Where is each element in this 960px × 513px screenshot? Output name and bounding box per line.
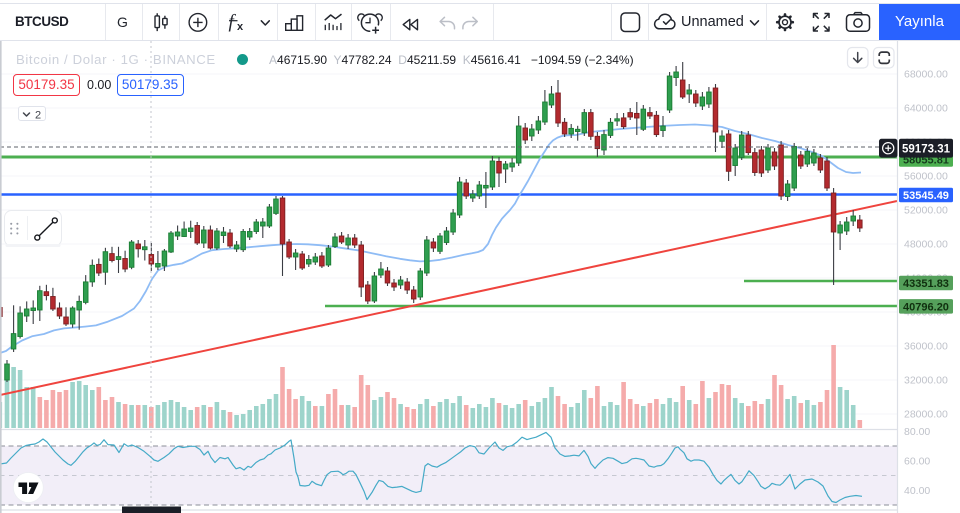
svg-text:40796.20: 40796.20 xyxy=(903,301,949,313)
svg-text:32000.00: 32000.00 xyxy=(904,375,948,387)
svg-text:48000.00: 48000.00 xyxy=(904,239,948,251)
svg-text:64000.00: 64000.00 xyxy=(904,103,948,115)
svg-text:f: f xyxy=(229,12,237,33)
svg-text:53545.49: 53545.49 xyxy=(903,190,949,202)
svg-text:80.00: 80.00 xyxy=(904,426,930,438)
svg-text:x: x xyxy=(237,21,244,33)
svg-text:36000.00: 36000.00 xyxy=(904,341,948,353)
svg-text:56000.00: 56000.00 xyxy=(904,171,948,183)
svg-text:68000.00: 68000.00 xyxy=(904,69,948,81)
svg-text:40.00: 40.00 xyxy=(904,485,930,497)
svg-text:43351.83: 43351.83 xyxy=(903,278,949,290)
svg-text:59173.31: 59173.31 xyxy=(902,144,951,156)
svg-text:52000.00: 52000.00 xyxy=(904,205,948,217)
svg-text:60.00: 60.00 xyxy=(904,456,930,468)
svg-text:28000.00: 28000.00 xyxy=(904,409,948,421)
svg-text:2: 2 xyxy=(35,110,41,122)
